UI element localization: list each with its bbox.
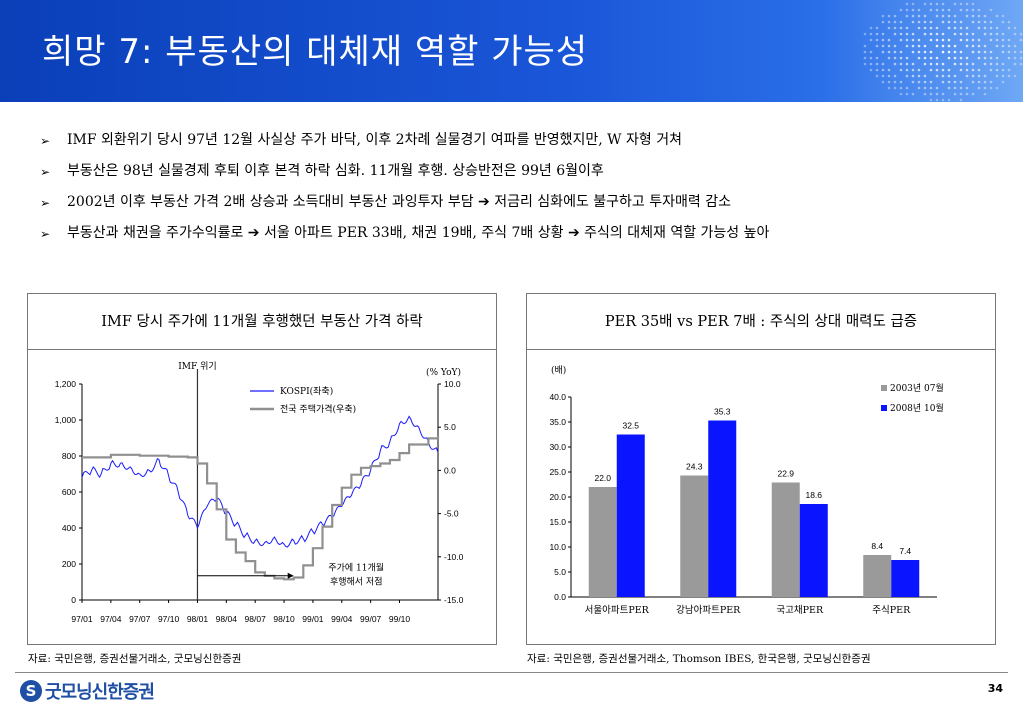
title-banner: 희망 7: 부동산의 대체재 역할 가능성 — [0, 0, 1023, 102]
y-axis-unit: (배) — [551, 365, 566, 376]
x-tick-label: 97/04 — [100, 614, 122, 624]
left-chart-title: IMF 당시 주가에 11개월 후행했던 부동산 가격 하락 — [28, 294, 496, 350]
kospi-line — [81, 415, 439, 548]
left-tick-label: 0 — [71, 595, 76, 605]
y-tick-label: 5.0 — [554, 567, 566, 577]
x-tick-label: 99/10 — [389, 614, 411, 624]
right-tick-label: -10.0 — [444, 552, 464, 562]
left-tick-label: 200 — [62, 559, 76, 569]
kospi-housing-line-chart: 0 200 400 600 800 1,000 1,200 -15.0 -10.0 -5.0 0.0… — [55, 361, 464, 624]
bullet-item: ➢ 부동산과 채권을 주가수익률로 ➔ 서울 아파트 PER 33배, 채권 1… — [40, 224, 1000, 255]
x-tick-label: 99/04 — [331, 614, 353, 624]
legend-label: 2003년 07월 — [890, 382, 944, 394]
imf-label: IMF 위기 — [178, 361, 216, 372]
bullet-text: 부동산과 채권을 주가수익률로 ➔ 서울 아파트 PER 33배, 채권 19배… — [67, 225, 770, 241]
legend-label: 2008년 10월 — [890, 402, 944, 414]
x-tick-label: 99/01 — [302, 614, 324, 624]
y-tick-label: 25.0 — [549, 467, 566, 477]
left-tick-label: 1,000 — [55, 415, 77, 425]
right-chart-panel: PER 35배 vs PER 7배 : 주식의 상대 매력도 급증 (배) 0.0… — [526, 293, 996, 645]
right-tick-label: -15.0 — [444, 595, 464, 605]
bullet-list: ➢ IMF 외환위기 당시 97년 12월 사실상 주가 바닥, 이후 2차례 … — [40, 131, 1000, 255]
x-tick-label: 97/07 — [129, 614, 151, 624]
bar-value-label: 7.4 — [899, 546, 911, 556]
bar — [863, 555, 892, 597]
bar-value-label: 22.0 — [594, 473, 611, 483]
x-tick-label: 98/07 — [245, 614, 267, 624]
y-tick-label: 30.0 — [549, 442, 566, 452]
bullet-item: ➢ 부동산은 98년 실물경제 후퇴 이후 본격 하락 심화. 11개월 후행.… — [40, 162, 1000, 193]
legend-label: KOSPI(좌축) — [280, 386, 333, 397]
legend-swatch — [881, 405, 887, 411]
lag-annotation-line2: 후행해서 저점 — [330, 576, 383, 588]
category-label: 주식PER — [872, 605, 911, 616]
left-tick-label: 600 — [62, 487, 76, 497]
right-tick-label: -5.0 — [444, 509, 459, 519]
right-chart-title: PER 35배 vs PER 7배 : 주식의 상대 매력도 급증 — [527, 294, 995, 350]
per-bar-chart: (배) 0.0 5.0 10.0 15.0 20.0 25.0 30.0 35.0 40.0 서울아… — [549, 365, 944, 616]
y-tick-label: 0.0 — [554, 592, 566, 602]
left-tick-label: 800 — [62, 451, 76, 461]
right-axis-unit: (% YoY) — [426, 367, 461, 378]
bar-value-label: 8.4 — [871, 541, 883, 551]
housing-price-line — [82, 435, 440, 581]
x-tick-label: 97/10 — [158, 614, 180, 624]
bar-value-label: 32.5 — [622, 421, 639, 431]
legend-swatch — [881, 385, 887, 391]
footer-divider — [15, 672, 1008, 673]
bar — [588, 487, 617, 597]
x-tick-label: 97/01 — [71, 614, 93, 624]
bar-value-label: 22.9 — [777, 469, 794, 479]
arrow-bullet-icon: ➢ — [40, 196, 51, 210]
bullet-item: ➢ 2002년 이후 부동산 가격 2배 상승과 소득대비 부동산 과잉투자 부… — [40, 193, 1000, 224]
left-chart-panel: IMF 당시 주가에 11개월 후행했던 부동산 가격 하락 0 200 400 60… — [27, 293, 497, 645]
brand-logo: S 굿모닝신한증권 — [20, 678, 155, 704]
y-tick-label: 15.0 — [549, 517, 566, 527]
y-tick-label: 40.0 — [549, 392, 566, 402]
brand-s-icon: S — [20, 680, 42, 702]
bar-value-label: 18.6 — [805, 490, 822, 500]
bar — [771, 482, 800, 597]
left-tick-label: 400 — [62, 523, 76, 533]
y-tick-label: 20.0 — [549, 492, 566, 502]
x-tick-label: 98/04 — [216, 614, 238, 624]
category-label: 국고채PER — [776, 605, 824, 616]
arrow-bullet-icon: ➢ — [40, 165, 51, 179]
right-tick-label: 10.0 — [444, 379, 461, 389]
y-tick-label: 10.0 — [549, 542, 566, 552]
bullet-text: 부동산은 98년 실물경제 후퇴 이후 본격 하락 심화. 11개월 후행. 상… — [67, 163, 604, 179]
bar-value-label: 35.3 — [714, 407, 731, 417]
bullet-text: IMF 외환위기 당시 97년 12월 사실상 주가 바닥, 이후 2차례 실물… — [67, 132, 682, 148]
y-tick-label: 35.0 — [549, 417, 566, 427]
arrow-bullet-icon: ➢ — [40, 134, 51, 148]
bullet-text: 2002년 이후 부동산 가격 2배 상승과 소득대비 부동산 과잉투자 부담 … — [67, 194, 731, 210]
left-tick-label: 1,200 — [55, 379, 77, 389]
category-label: 서울아파트PER — [585, 605, 650, 616]
page-title: 희망 7: 부동산의 대체재 역할 가능성 — [42, 32, 589, 72]
bar — [616, 434, 645, 597]
x-tick-label: 99/07 — [360, 614, 382, 624]
left-source-note: 자료: 국민은행, 증권선물거래소, 굿모닝신한증권 — [28, 653, 242, 665]
bar — [680, 475, 709, 597]
brand-name: 굿모닝신한증권 — [45, 682, 155, 703]
lag-annotation-line1: 주가에 11개월 — [328, 562, 384, 574]
right-tick-label: 5.0 — [444, 422, 456, 432]
bullet-item: ➢ IMF 외환위기 당시 97년 12월 사실상 주가 바닥, 이후 2차례 … — [40, 131, 1000, 162]
right-tick-label: 0.0 — [444, 465, 456, 475]
bar-value-label: 24.3 — [686, 462, 703, 472]
arrow-bullet-icon: ➢ — [40, 227, 51, 241]
world-map-dots-graphic — [863, 2, 1023, 102]
bar — [891, 560, 920, 597]
bar — [799, 504, 828, 597]
right-source-note: 자료: 국민은행, 증권선물거래소, Thomson IBES, 한국은행, 굿… — [527, 653, 871, 665]
legend-label: 전국 주택가격(우축) — [280, 403, 356, 415]
x-tick-label: 98/01 — [187, 614, 209, 624]
bar — [708, 420, 737, 597]
x-tick-label: 98/10 — [273, 614, 295, 624]
category-label: 강남아파트PER — [676, 605, 741, 616]
lag-arrow-head — [287, 572, 294, 579]
page-number: 34 — [987, 682, 1003, 695]
